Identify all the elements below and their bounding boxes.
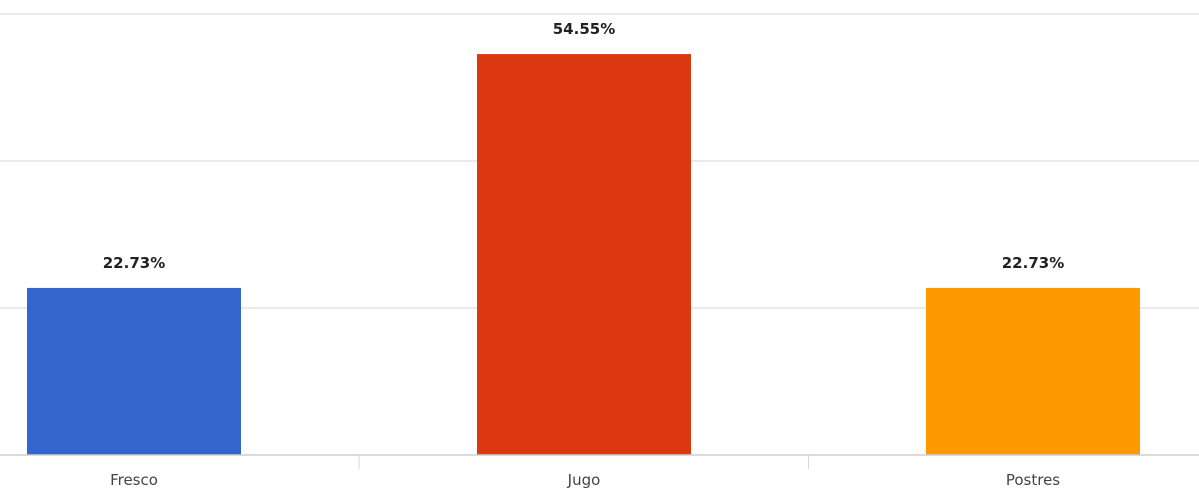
x-tick-label-fresco: Fresco [110,471,158,489]
bar-postres[interactable] [926,287,1140,455]
data-label-jugo: 54.55% [553,20,615,38]
bars [27,54,1140,456]
x-tick-label-postres: Postres [1006,471,1060,489]
x-tick-label-jugo: Jugo [567,471,601,489]
bar-fresco[interactable] [27,287,241,455]
x-axis: Fresco Jugo Postres [0,454,1199,489]
data-label-postres: 22.73% [1002,254,1064,272]
bar-jugo[interactable] [477,54,691,456]
data-labels: 22.73% 54.55% 22.73% [103,20,1064,272]
data-label-fresco: 22.73% [103,254,165,272]
